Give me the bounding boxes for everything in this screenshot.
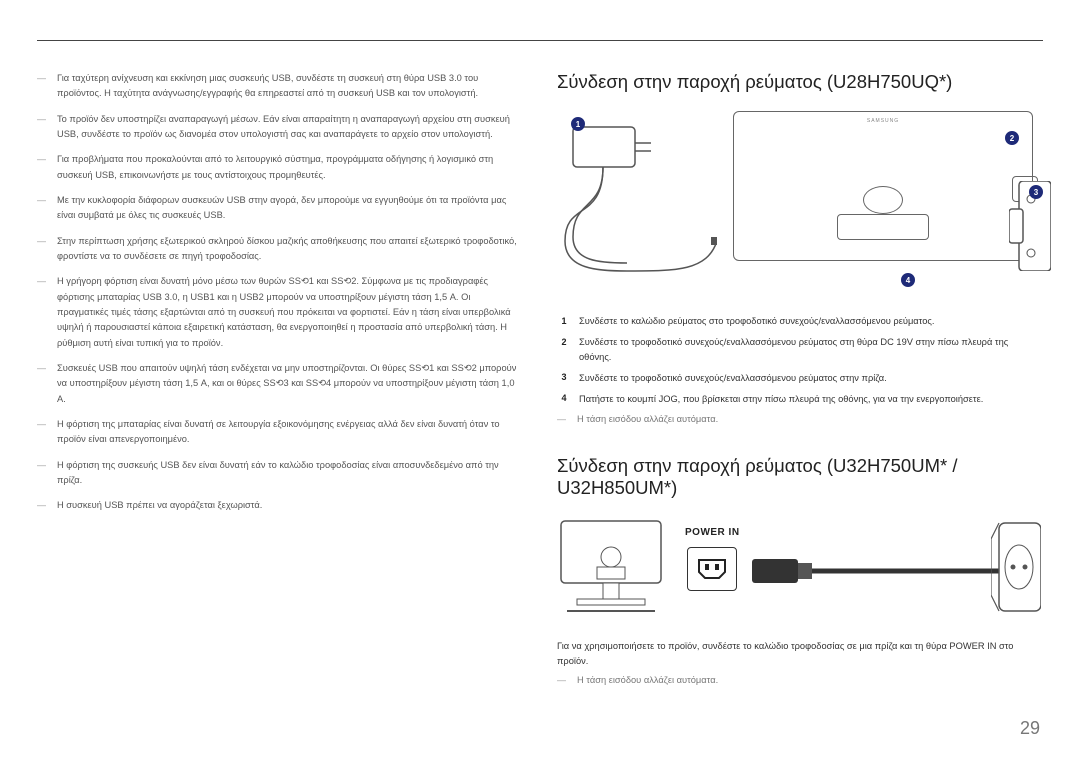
- callout-3: 3: [1029, 185, 1043, 199]
- list-item: Η φόρτιση της μπαταρίας είναι δυνατή σε …: [37, 417, 523, 448]
- callout-num: 1: [576, 120, 580, 129]
- monitor-back-illustration: SAMSUNG: [733, 111, 1033, 261]
- right-column: Σύνδεση στην παροχή ρεύματος (U28H750UQ*…: [557, 71, 1043, 694]
- note-text: Η γρήγορη φόρτιση είναι δυνατή μόνο μέσω…: [57, 276, 511, 347]
- callout-1: 1: [571, 117, 585, 131]
- note-text: Για προβλήματα που προκαλούνται από το λ…: [57, 154, 493, 179]
- callout-num: 4: [906, 276, 910, 285]
- power-diagram-u28: SAMSUNG 1 2 3 4: [557, 111, 1041, 296]
- top-rule: [37, 40, 1043, 41]
- usb-notes-list: Για ταχύτερη ανίχνευση και εκκίνηση μιας…: [37, 71, 523, 514]
- port-panel: [837, 214, 929, 240]
- callout-2: 2: [1005, 131, 1019, 145]
- step-item: 4 Πατήστε το κουμπί JOG, που βρίσκεται στ…: [557, 392, 1043, 407]
- step-text: Συνδέστε το τροφοδοτικό συνεχούς/εναλλασ…: [579, 337, 1008, 362]
- voltage-note: Η τάση εισόδου αλλάζει αυτόματα.: [557, 673, 1043, 688]
- list-item: Το προϊόν δεν υποστηρίζει αναπαραγωγή μέ…: [37, 112, 523, 143]
- section2-body: Για να χρησιμοποιήσετε το προϊόν, συνδέσ…: [557, 639, 1043, 669]
- note-text: Η συσκευή USB πρέπει να αγοράζεται ξεχωρ…: [57, 500, 262, 510]
- stand-hole: [863, 186, 903, 214]
- section2-note: Η τάση εισόδου αλλάζει αυτόματα.: [557, 673, 1043, 688]
- callout-4: 4: [901, 273, 915, 287]
- list-item: Για προβλήματα που προκαλούνται από το λ…: [37, 152, 523, 183]
- step-number: 1: [557, 314, 571, 328]
- step-text: Συνδέστε το τροφοδοτικό συνεχούς/εναλλασ…: [579, 373, 887, 383]
- note-text: Στην περίπτωση χρήσης εξωτερικού σκληρού…: [57, 236, 517, 261]
- wall-outlet-illustration: [991, 517, 1041, 617]
- list-item: Η φόρτιση της συσκευής USB δεν είναι δυν…: [37, 458, 523, 489]
- adapter-illustration: [557, 121, 717, 281]
- powerin-label: POWER IN: [685, 527, 740, 538]
- step-item: 2 Συνδέστε το τροφοδοτικό συνεχούς/εναλλα…: [557, 335, 1043, 365]
- powerin-port-illustration: [687, 547, 737, 591]
- section1-note: Η τάση εισόδου αλλάζει αυτόματα.: [557, 412, 1043, 427]
- step-item: 1 Συνδέστε το καλώδιο ρεύματος στο τροφοδ…: [557, 314, 1043, 329]
- note-text: Η τάση εισόδου αλλάζει αυτόματα.: [577, 675, 718, 685]
- note-text: Συσκευές USB που απαιτούν υψηλή τάση ενδ…: [57, 363, 516, 404]
- manual-page: Για ταχύτερη ανίχνευση και εκκίνηση μιας…: [0, 0, 1080, 763]
- section1-title: Σύνδεση στην παροχή ρεύματος (U28H750UQ*…: [557, 71, 1043, 93]
- list-item: Η γρήγορη φόρτιση είναι δυνατή μόνο μέσω…: [37, 274, 523, 351]
- note-text: Με την κυκλοφορία διάφορων συσκευών USB …: [57, 195, 506, 220]
- section2-title: Σύνδεση στην παροχή ρεύματος (U32H750UM*…: [557, 455, 1043, 499]
- monitor-rear-illustration: [557, 517, 665, 617]
- power-diagram-u32: POWER IN: [557, 517, 1041, 627]
- list-item: Για ταχύτερη ανίχνευση και εκκίνηση μιας…: [37, 71, 523, 102]
- list-item: Συσκευές USB που απαιτούν υψηλή τάση ενδ…: [37, 361, 523, 407]
- note-text: Για ταχύτερη ανίχνευση και εκκίνηση μιας…: [57, 73, 478, 98]
- note-text: Η τάση εισόδου αλλάζει αυτόματα.: [577, 414, 718, 424]
- step-item: 3 Συνδέστε το τροφοδοτικό συνεχούς/εναλλα…: [557, 371, 1043, 386]
- voltage-note: Η τάση εισόδου αλλάζει αυτόματα.: [557, 412, 1043, 427]
- left-column: Για ταχύτερη ανίχνευση και εκκίνηση μιας…: [37, 71, 523, 694]
- step-number: 3: [557, 371, 571, 385]
- note-text: Η φόρτιση της συσκευής USB δεν είναι δυν…: [57, 460, 499, 485]
- section1-steps: 1 Συνδέστε το καλώδιο ρεύματος στο τροφοδ…: [557, 314, 1043, 406]
- callout-num: 3: [1034, 188, 1038, 197]
- step-number: 4: [557, 392, 571, 406]
- page-number: 29: [1020, 718, 1040, 739]
- note-text: Η φόρτιση της μπαταρίας είναι δυνατή σε …: [57, 419, 500, 444]
- list-item: Η συσκευή USB πρέπει να αγοράζεται ξεχωρ…: [37, 498, 523, 513]
- brand-text: SAMSUNG: [867, 118, 899, 124]
- callout-num: 2: [1010, 134, 1014, 143]
- step-text: Συνδέστε το καλώδιο ρεύματος στο τροφοδο…: [579, 316, 934, 326]
- list-item: Στην περίπτωση χρήσης εξωτερικού σκληρού…: [37, 234, 523, 265]
- step-number: 2: [557, 335, 571, 349]
- note-text: Το προϊόν δεν υποστηρίζει αναπαραγωγή μέ…: [57, 114, 510, 139]
- power-cable-illustration: [752, 551, 1032, 591]
- step-text: Πατήστε το κουμπί JOG, που βρίσκεται στη…: [579, 394, 983, 404]
- two-column-layout: Για ταχύτερη ανίχνευση και εκκίνηση μιας…: [37, 71, 1043, 694]
- list-item: Με την κυκλοφορία διάφορων συσκευών USB …: [37, 193, 523, 224]
